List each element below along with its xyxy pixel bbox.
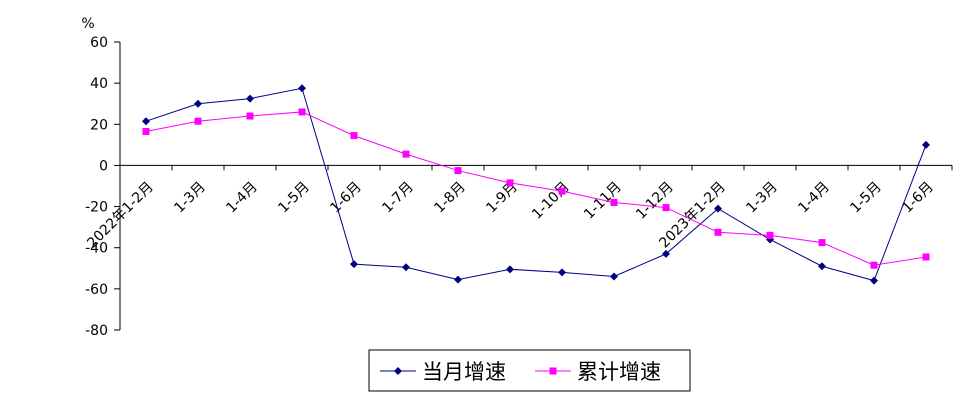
- data-point: [402, 263, 410, 272]
- data-point: [870, 261, 878, 269]
- data-point: [610, 272, 618, 281]
- data-point: [818, 262, 826, 271]
- data-point: [142, 117, 150, 126]
- data-point: [402, 150, 410, 158]
- y-tick-label: 20: [90, 117, 108, 133]
- y-tick-label: 60: [90, 35, 108, 51]
- x-tick-label: 1-10月: [529, 179, 573, 223]
- x-tick-label: 1-11月: [581, 179, 625, 223]
- data-point: [714, 204, 722, 213]
- x-tick-label: 1-4月: [223, 179, 260, 216]
- data-point: [766, 231, 774, 239]
- data-point: [870, 276, 878, 285]
- data-point: [350, 260, 358, 269]
- series-line: [145, 87, 927, 282]
- series-layer: [142, 84, 930, 285]
- data-point: [246, 94, 254, 103]
- data-point: [922, 140, 930, 149]
- y-tick-label: 0: [99, 158, 108, 174]
- data-point: [454, 167, 462, 175]
- data-point: [246, 112, 254, 120]
- x-tick-label: 1-4月: [795, 179, 832, 216]
- y-tick-label: -20: [85, 200, 108, 216]
- data-point: [350, 132, 358, 140]
- data-point: [922, 253, 930, 261]
- data-point: [558, 187, 566, 195]
- x-axis: 2022年1-2月 1-3月 1-4月 1-5月 1-6月 1-7月 1-8月 1-9月 1-1…: [84, 164, 953, 251]
- data-point: [454, 275, 462, 284]
- data-point: [142, 127, 150, 135]
- legend-label: 累计增速: [577, 360, 661, 384]
- legend-box: [368, 349, 691, 392]
- data-point: [558, 268, 566, 277]
- legend-item-2: 累计增速: [535, 360, 661, 384]
- data-point: [194, 99, 202, 108]
- data-point: [662, 249, 670, 258]
- data-point: [506, 265, 514, 274]
- x-tick-label: 1-7月: [379, 179, 416, 216]
- series-line: [145, 111, 927, 266]
- data-point: [298, 108, 306, 116]
- y-tick-label: -40: [85, 241, 108, 257]
- y-tick-label: -80: [85, 323, 108, 339]
- legend-item-1: 当月增速: [380, 360, 506, 384]
- x-tick-label: 1-6月: [327, 179, 364, 216]
- data-point: [298, 84, 306, 93]
- x-tick-label: 1-5月: [847, 179, 884, 216]
- x-tick-label: 1-6月: [899, 179, 936, 216]
- series-2: [142, 108, 930, 269]
- x-tick-label: 1-3月: [171, 179, 208, 216]
- y-tick-label: 40: [90, 76, 108, 92]
- y-axis-unit-label: %: [81, 16, 94, 32]
- series-1: [142, 84, 930, 285]
- data-point: [506, 179, 514, 187]
- legend: 当月增速 累计增速: [368, 349, 691, 392]
- x-tick-label: 1-9月: [483, 179, 520, 216]
- y-tick-label: -60: [85, 282, 108, 298]
- data-point: [818, 239, 826, 247]
- x-tick-label: 1-8月: [431, 179, 468, 216]
- legend-marker: [549, 367, 557, 375]
- data-point: [662, 204, 670, 212]
- x-tick-label: 1-5月: [275, 179, 312, 216]
- data-point: [714, 228, 722, 236]
- data-point: [194, 117, 202, 125]
- x-tick-label: 1-12月: [633, 179, 677, 223]
- legend-label: 当月增速: [422, 360, 506, 384]
- legend-marker: [394, 367, 402, 375]
- x-tick-label: 1-3月: [743, 179, 780, 216]
- y-axis: 60 40 20 0 -20 -40 -60 -80%: [81, 16, 121, 339]
- data-point: [610, 198, 618, 206]
